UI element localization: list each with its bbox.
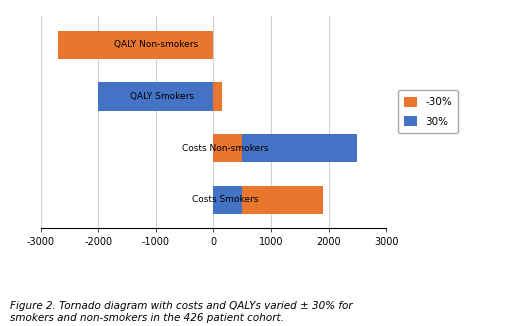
Text: Figure 2. Tornado diagram with costs and QALYs varied ± 30% for
smokers and non-: Figure 2. Tornado diagram with costs and… xyxy=(10,301,353,323)
Bar xyxy=(58,31,213,59)
Bar xyxy=(98,82,213,111)
Bar xyxy=(213,185,242,214)
Text: Costs Smokers: Costs Smokers xyxy=(192,195,258,204)
Text: Costs Non-smokers: Costs Non-smokers xyxy=(182,143,268,153)
Bar xyxy=(242,185,323,214)
Bar xyxy=(242,134,357,162)
Text: QALY Non-smokers: QALY Non-smokers xyxy=(114,40,198,49)
Text: QALY Smokers: QALY Smokers xyxy=(130,92,194,101)
Bar xyxy=(213,82,222,111)
Bar xyxy=(213,134,242,162)
Legend: -30%, 30%: -30%, 30% xyxy=(398,90,458,133)
